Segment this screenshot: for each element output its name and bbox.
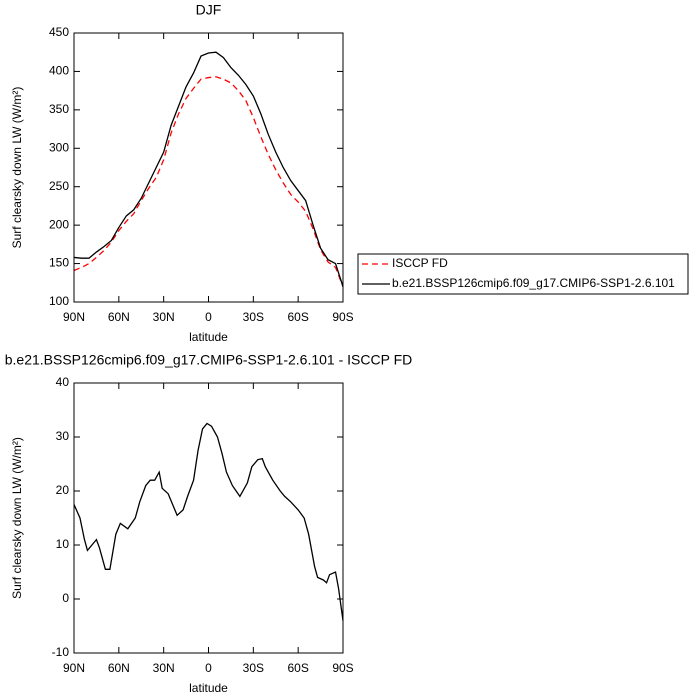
legend-label: ISCCP FD (392, 256, 448, 270)
y-tick-label: 30 (56, 429, 70, 443)
x-axis-label: latitude (189, 681, 228, 695)
x-tick-label: 30S (243, 661, 264, 675)
y-tick-label: 450 (49, 25, 69, 39)
data-line (73, 422, 344, 621)
x-axis-label: latitude (189, 330, 228, 344)
plot-frame (73, 382, 344, 654)
x-tick-label: 90N (63, 661, 85, 675)
y-tick-label: 200 (49, 217, 69, 231)
y-axis-label: Surf clearsky down LW (W/m²) (10, 87, 24, 249)
y-tick-label: 150 (49, 256, 69, 270)
y-tick-label: 10 (56, 537, 70, 551)
chart-title: b.e21.BSSP126cmip6.f09_g17.CMIP6-SSP1-2.… (5, 352, 413, 368)
x-tick-label: 60S (287, 661, 308, 675)
y-tick-label: 250 (49, 179, 69, 193)
x-tick-label: 60N (108, 661, 130, 675)
y-tick-label: 400 (49, 64, 69, 78)
x-tick-label: 0 (205, 310, 212, 324)
data-line (73, 51, 344, 287)
y-tick-label: 40 (56, 375, 70, 389)
y-axis-label: Surf clearsky down LW (W/m²) (10, 437, 24, 599)
plot-frame (73, 32, 344, 303)
x-tick-label: 30S (243, 310, 264, 324)
x-tick-label: 90N (63, 310, 85, 324)
x-tick-label: 0 (205, 661, 212, 675)
y-tick-label: 100 (49, 294, 69, 308)
y-tick-label: -10 (52, 645, 70, 659)
x-tick-label: 30N (153, 661, 175, 675)
x-tick-label: 60S (287, 310, 308, 324)
x-tick-label: 60N (108, 310, 130, 324)
y-tick-label: 0 (62, 591, 69, 605)
y-tick-label: 20 (56, 483, 70, 497)
chart-title: DJF (196, 2, 222, 18)
y-tick-label: 350 (49, 102, 69, 116)
legend-label: b.e21.BSSP126cmip6.f09_g17.CMIP6-SSP1-2.… (392, 276, 675, 290)
legend-box (357, 253, 689, 295)
x-tick-label: 30N (153, 310, 175, 324)
x-tick-label: 90S (332, 661, 353, 675)
x-tick-label: 90S (332, 310, 353, 324)
y-tick-label: 300 (49, 140, 69, 154)
data-line (73, 76, 344, 287)
